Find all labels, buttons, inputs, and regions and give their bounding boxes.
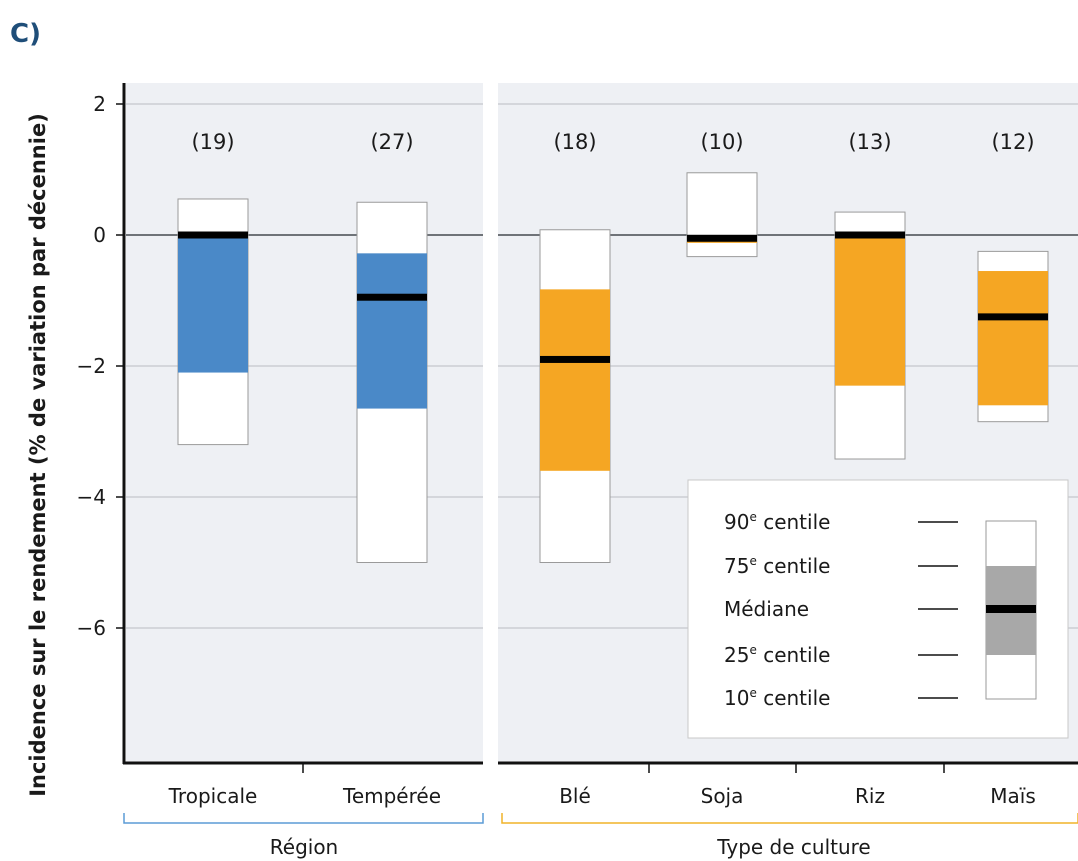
- group-bracket-region: [123, 813, 484, 824]
- y-axis-label: Incidence sur le rendement (% de variati…: [26, 113, 50, 797]
- legend-entry-5: 10e centile: [724, 686, 830, 710]
- count-label-soja: (10): [700, 130, 743, 154]
- box-iqr-mais: [978, 271, 1048, 406]
- group-bracket-type-de-culture: [501, 813, 1078, 824]
- category-label-soja: Soja: [701, 784, 744, 808]
- box-iqr-riz: [835, 235, 905, 386]
- panel-label: C): [10, 19, 41, 49]
- count-label-mais: (12): [991, 130, 1034, 154]
- y-tick-label: −2: [77, 354, 106, 378]
- box-iqr-temperee: [357, 253, 427, 409]
- count-label-temperee: (27): [370, 130, 413, 154]
- category-label-ble: Blé: [559, 784, 591, 808]
- legend-entry-4: 25e centile: [724, 643, 830, 667]
- count-label-riz: (13): [848, 130, 891, 154]
- median-tropicale: [178, 231, 248, 239]
- category-label-riz: Riz: [855, 784, 885, 808]
- axes: 2 0 −2 −4 −6: [77, 83, 1078, 773]
- legend-entry-2: 75e centile: [724, 554, 830, 578]
- count-label-ble: (18): [553, 130, 596, 154]
- legend: 90e centile 75e centile Médiane 25e centile…: [687, 479, 1069, 739]
- category-label-mais: Maïs: [990, 784, 1036, 808]
- legend-entry-3: Médiane: [724, 597, 809, 621]
- y-tick-label: −6: [77, 616, 106, 640]
- box-iqr-tropicale: [178, 235, 248, 373]
- y-tick-label: −4: [77, 485, 106, 509]
- count-label-tropicale: (19): [191, 130, 234, 154]
- y-tick-label: 2: [93, 92, 106, 116]
- group-label-region: Région: [270, 835, 338, 859]
- median-mais: [978, 313, 1048, 321]
- y-tick-label: 0: [93, 223, 106, 247]
- median-riz: [835, 231, 905, 239]
- median-ble: [540, 355, 610, 363]
- box-range-soja: [686, 172, 758, 258]
- category-labels: (19) Tropicale (27) Tempérée (18) Blé (10) Soja…: [123, 130, 1078, 859]
- group-label-type-de-culture: Type de culture: [716, 835, 871, 859]
- category-label-tropicale: Tropicale: [168, 784, 258, 808]
- median-temperee: [357, 293, 427, 301]
- box-iqr-ble: [540, 289, 610, 471]
- legend-sample-median: [986, 605, 1036, 613]
- median-soja: [687, 234, 757, 242]
- category-label-temperee: Tempérée: [342, 784, 441, 808]
- legend-entry-1: 90e centile: [724, 510, 830, 534]
- box-plots: [177, 172, 1049, 563]
